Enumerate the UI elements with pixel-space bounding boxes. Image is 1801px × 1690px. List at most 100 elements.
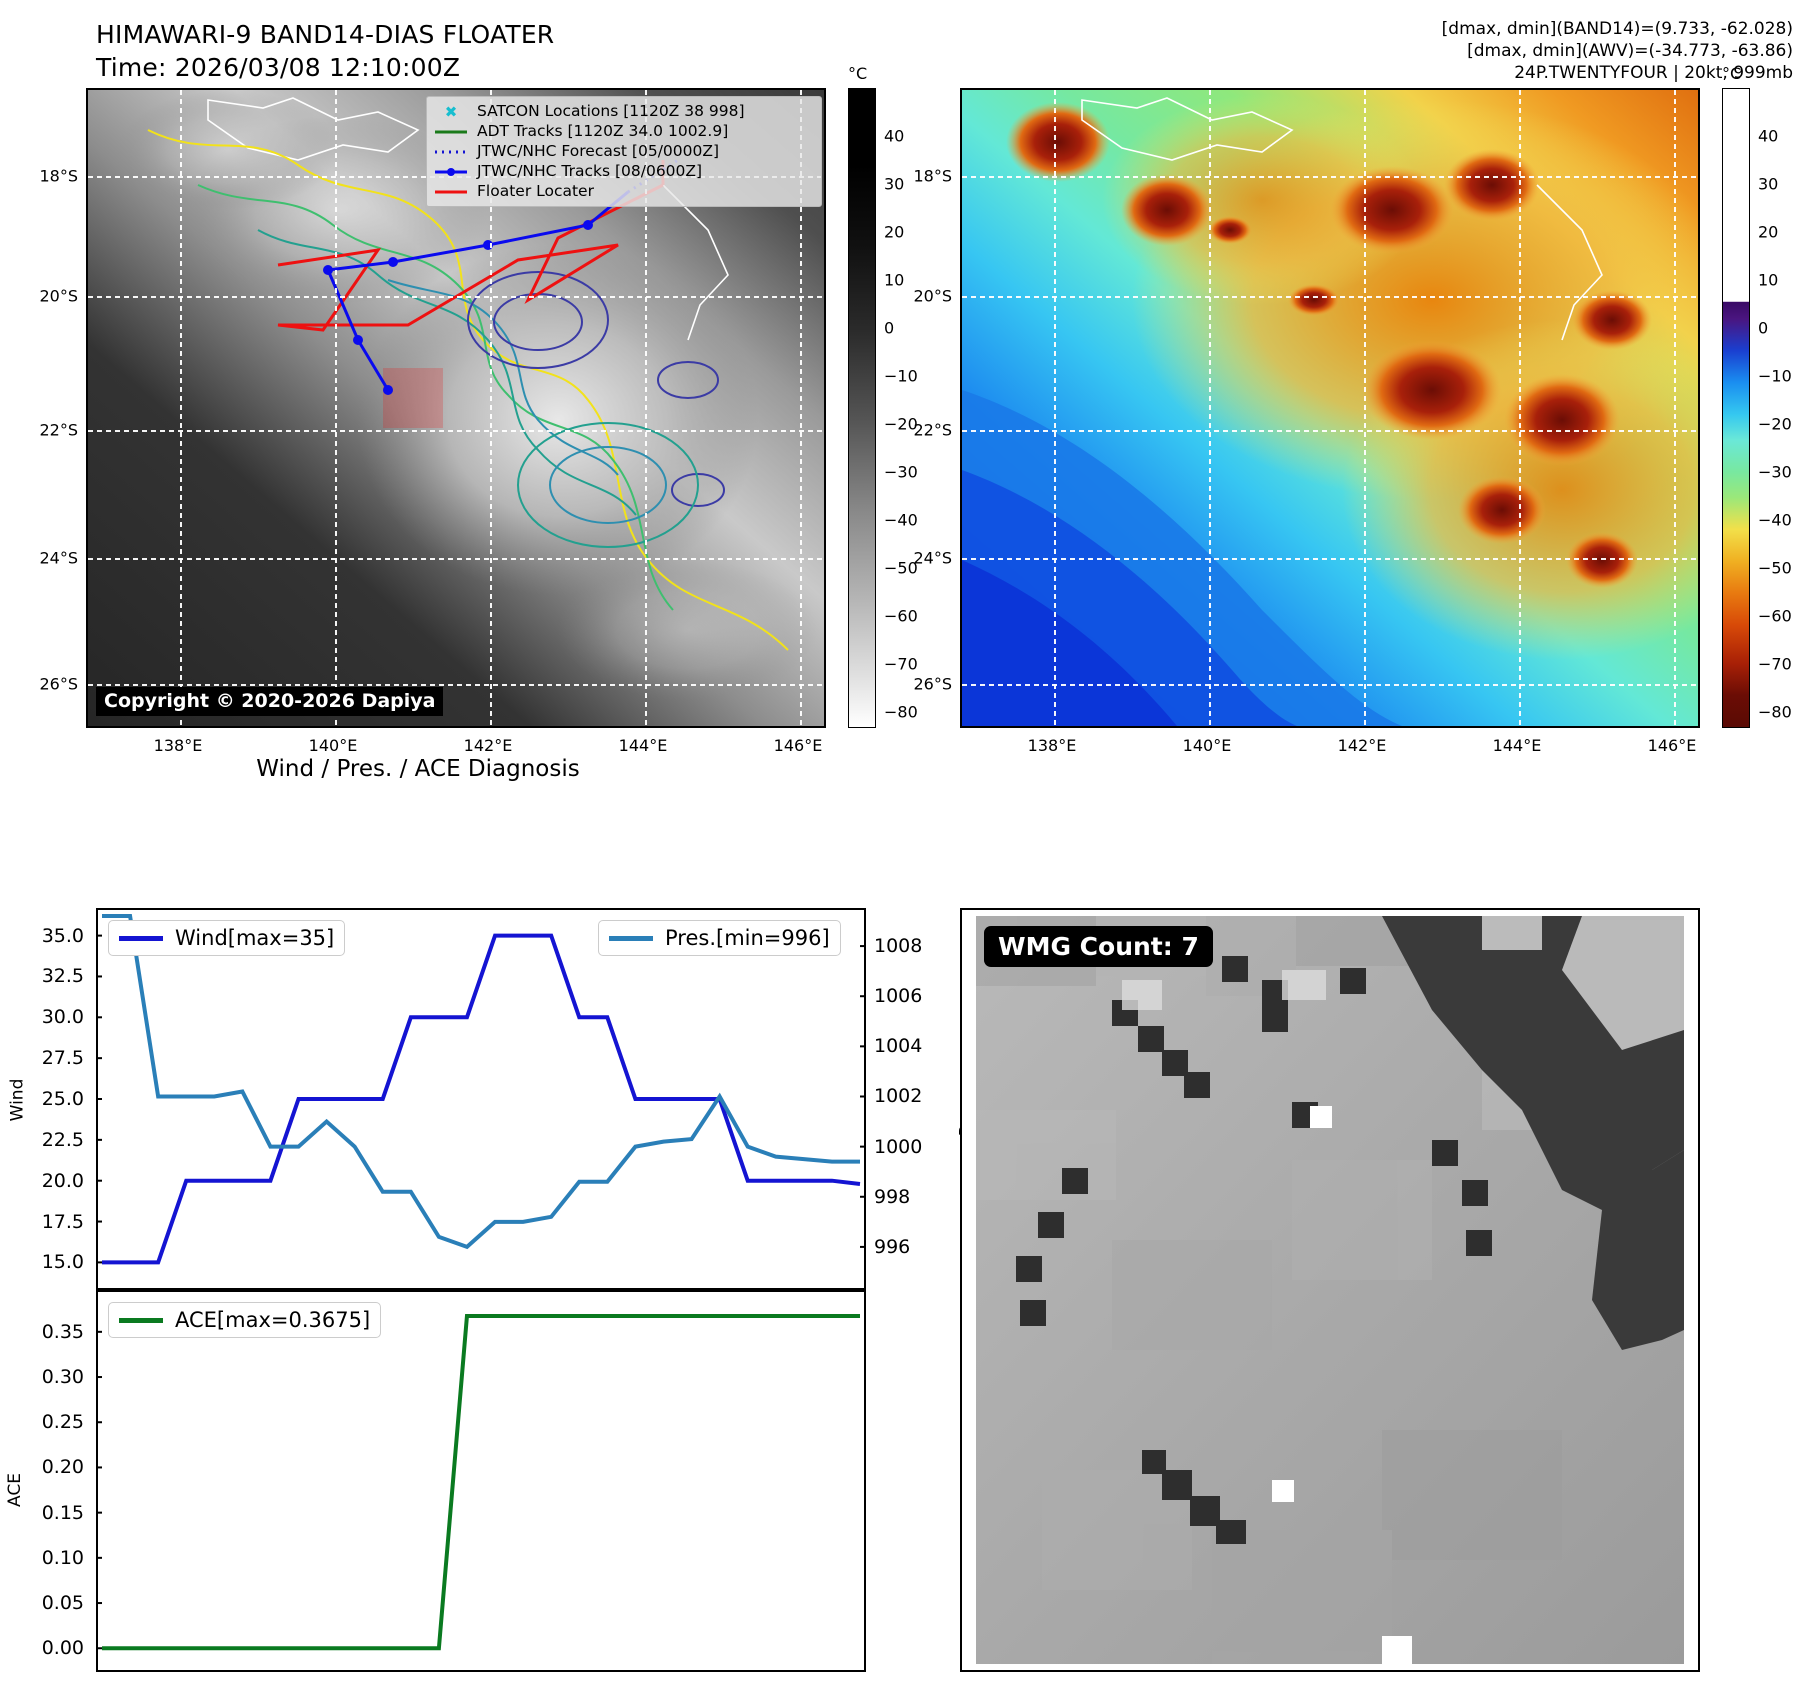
legend-row-floater: Floater Locater [434,181,814,201]
wind-ytick-2: 20.0 [41,1169,84,1192]
ir-cbar-tick-5: −10 [884,366,918,386]
ir-cbar-tick-3: 10 [884,270,905,290]
ir-cbar-tick-12: −80 [884,702,918,722]
enhanced-ir-map[interactable] [960,88,1700,728]
grid-lon-146 [1674,90,1676,726]
enh-cbar-tick-4: 0 [1758,318,1769,338]
enh-xtick-1: 140°E [1182,736,1232,755]
wind-ytick-0: 15.0 [41,1251,84,1274]
wind-ytick-6: 30.0 [41,1006,84,1029]
wind-pressure-chart[interactable] [96,908,866,1290]
legend-label-floater: Floater Locater [477,182,594,200]
product-title: HIMAWARI-9 BAND14-DIAS FLOATER [96,20,555,49]
grid-lat-20 [962,296,1698,298]
enh-ytick-3: 24°S [913,548,952,568]
enh-cbar-tick-0: 40 [1758,126,1779,146]
jtwc-line-dot-icon [434,164,468,178]
enh-ytick-4: 26°S [913,674,952,694]
ace-ytick-2: 0.10 [41,1546,84,1569]
ir-xtick-1: 140°E [308,736,358,755]
series-1 [102,914,860,1250]
ace-ytick-7: 0.35 [41,1320,84,1343]
floater-line-icon [434,184,468,198]
satcon-marker-icon: ✖ [434,103,468,121]
wind-ytick-5: 27.5 [41,1047,84,1070]
legend-label-satcon: SATCON Locations [1120Z 38 998] [477,102,745,120]
ir-ytick-2: 22°S [39,420,78,440]
wind-y2tick-2: 1000 [874,1135,923,1158]
wind-y2tick-6: 1008 [874,935,923,958]
enh-colorbar-unit: °C [1722,64,1742,83]
legend-row-adt: ADT Tracks [1120Z 34.0 1002.9] [434,121,814,141]
ir-ytick-4: 26°S [39,674,78,694]
grid-lat-26 [962,684,1698,686]
grid-lat-26 [88,684,824,686]
legend-row-forecast: JTWC/NHC Forecast [05/0000Z] [434,141,814,161]
wmg-map[interactable]: WMG Count: 7 [960,908,1700,1672]
header-info: [dmax, dmin](BAND14)=(9.733, -62.028) [d… [1442,18,1793,84]
enh-cbar-tick-3: 10 [1758,270,1779,290]
ir-cbar-tick-9: −50 [884,558,918,578]
enh-cbar-tick-9: −50 [1758,558,1792,578]
enh-cbar-tick-10: −60 [1758,606,1792,626]
ace-ytick-6: 0.30 [41,1366,84,1389]
enh-xtick-0: 138°E [1027,736,1077,755]
dmax-dmin-awv: [dmax, dmin](AWV)=(-34.773, -63.86) [1467,41,1793,61]
wind-ytick-3: 22.5 [41,1128,84,1151]
wind-y2tick-0: 996 [874,1235,911,1258]
dmax-dmin-band14: [dmax, dmin](BAND14)=(9.733, -62.028) [1441,19,1793,39]
wind-y2tick-4: 1004 [874,1035,923,1058]
grid-lat-22 [962,430,1698,432]
grid-lat-24 [88,558,824,560]
ir-cbar-tick-4: 0 [884,318,895,338]
pressure-legend: Pres.[min=996] [598,920,841,956]
enh-xtick-4: 146°E [1647,736,1697,755]
product-time: Time: 2026/03/08 12:10:00Z [96,53,461,82]
ir-cbar-tick-0: 40 [884,126,905,146]
ir-cbar-tick-11: −70 [884,654,918,674]
wind-legend: Wind[max=35] [108,920,346,956]
enh-cbar-tick-6: −20 [1758,414,1792,434]
ace-ytick-0: 0.00 [41,1637,84,1660]
grid-lon-144 [1519,90,1521,726]
ir-xtick-0: 138°E [153,736,203,755]
grid-lon-146 [800,90,802,726]
enh-ytick-1: 20°S [913,286,952,306]
grid-lon-140 [335,90,337,726]
enhanced-colorbar[interactable] [1722,88,1750,728]
legend-label-jtwc: JTWC/NHC Tracks [08/0600Z] [477,162,703,180]
enh-ytick-0: 18°S [913,166,952,186]
wind-ytick-8: 35.0 [41,924,84,947]
ace-chart[interactable] [96,1290,866,1672]
pressure-legend-label: Pres.[min=996] [665,926,830,950]
wind-y2tick-3: 1002 [874,1085,923,1108]
ace-ytick-1: 0.05 [41,1592,84,1615]
series-0 [102,933,861,1265]
enh-xtick-2: 142°E [1337,736,1387,755]
wind-y2tick-1: 998 [874,1185,911,1208]
ir-cbar-tick-7: −30 [884,462,918,482]
ir-map-legend: ✖ SATCON Locations [1120Z 38 998] ADT Tr… [426,96,822,207]
ir-satellite-map[interactable]: ✖ SATCON Locations [1120Z 38 998] ADT Tr… [86,88,826,728]
enh-cbar-tick-12: −80 [1758,702,1792,722]
ir-cbar-tick-8: −40 [884,510,918,530]
grid-lat-24 [962,558,1698,560]
ace-ytick-3: 0.15 [41,1501,84,1524]
ace-ytick-5: 0.25 [41,1411,84,1434]
ir-xtick-3: 144°E [618,736,668,755]
wind-legend-swatch [119,935,163,941]
enh-cbar-tick-7: −30 [1758,462,1792,482]
grid-lon-144 [645,90,647,726]
legend-label-adt: ADT Tracks [1120Z 34.0 1002.9] [477,122,729,140]
ir-colorbar[interactable] [848,88,876,728]
ir-cbar-tick-2: 20 [884,222,905,242]
enh-cbar-tick-11: −70 [1758,654,1792,674]
ir-ytick-0: 18°S [39,166,78,186]
diagnosis-title: Wind / Pres. / ACE Diagnosis [256,756,580,782]
ir-ytick-1: 20°S [39,286,78,306]
grid-lon-138 [180,90,182,726]
adt-line-icon [434,124,468,138]
page-title: HIMAWARI-9 BAND14-DIAS FLOATER Time: 202… [96,18,796,84]
forecast-dotted-line-icon [434,144,468,158]
grid-lon-138 [1054,90,1056,726]
